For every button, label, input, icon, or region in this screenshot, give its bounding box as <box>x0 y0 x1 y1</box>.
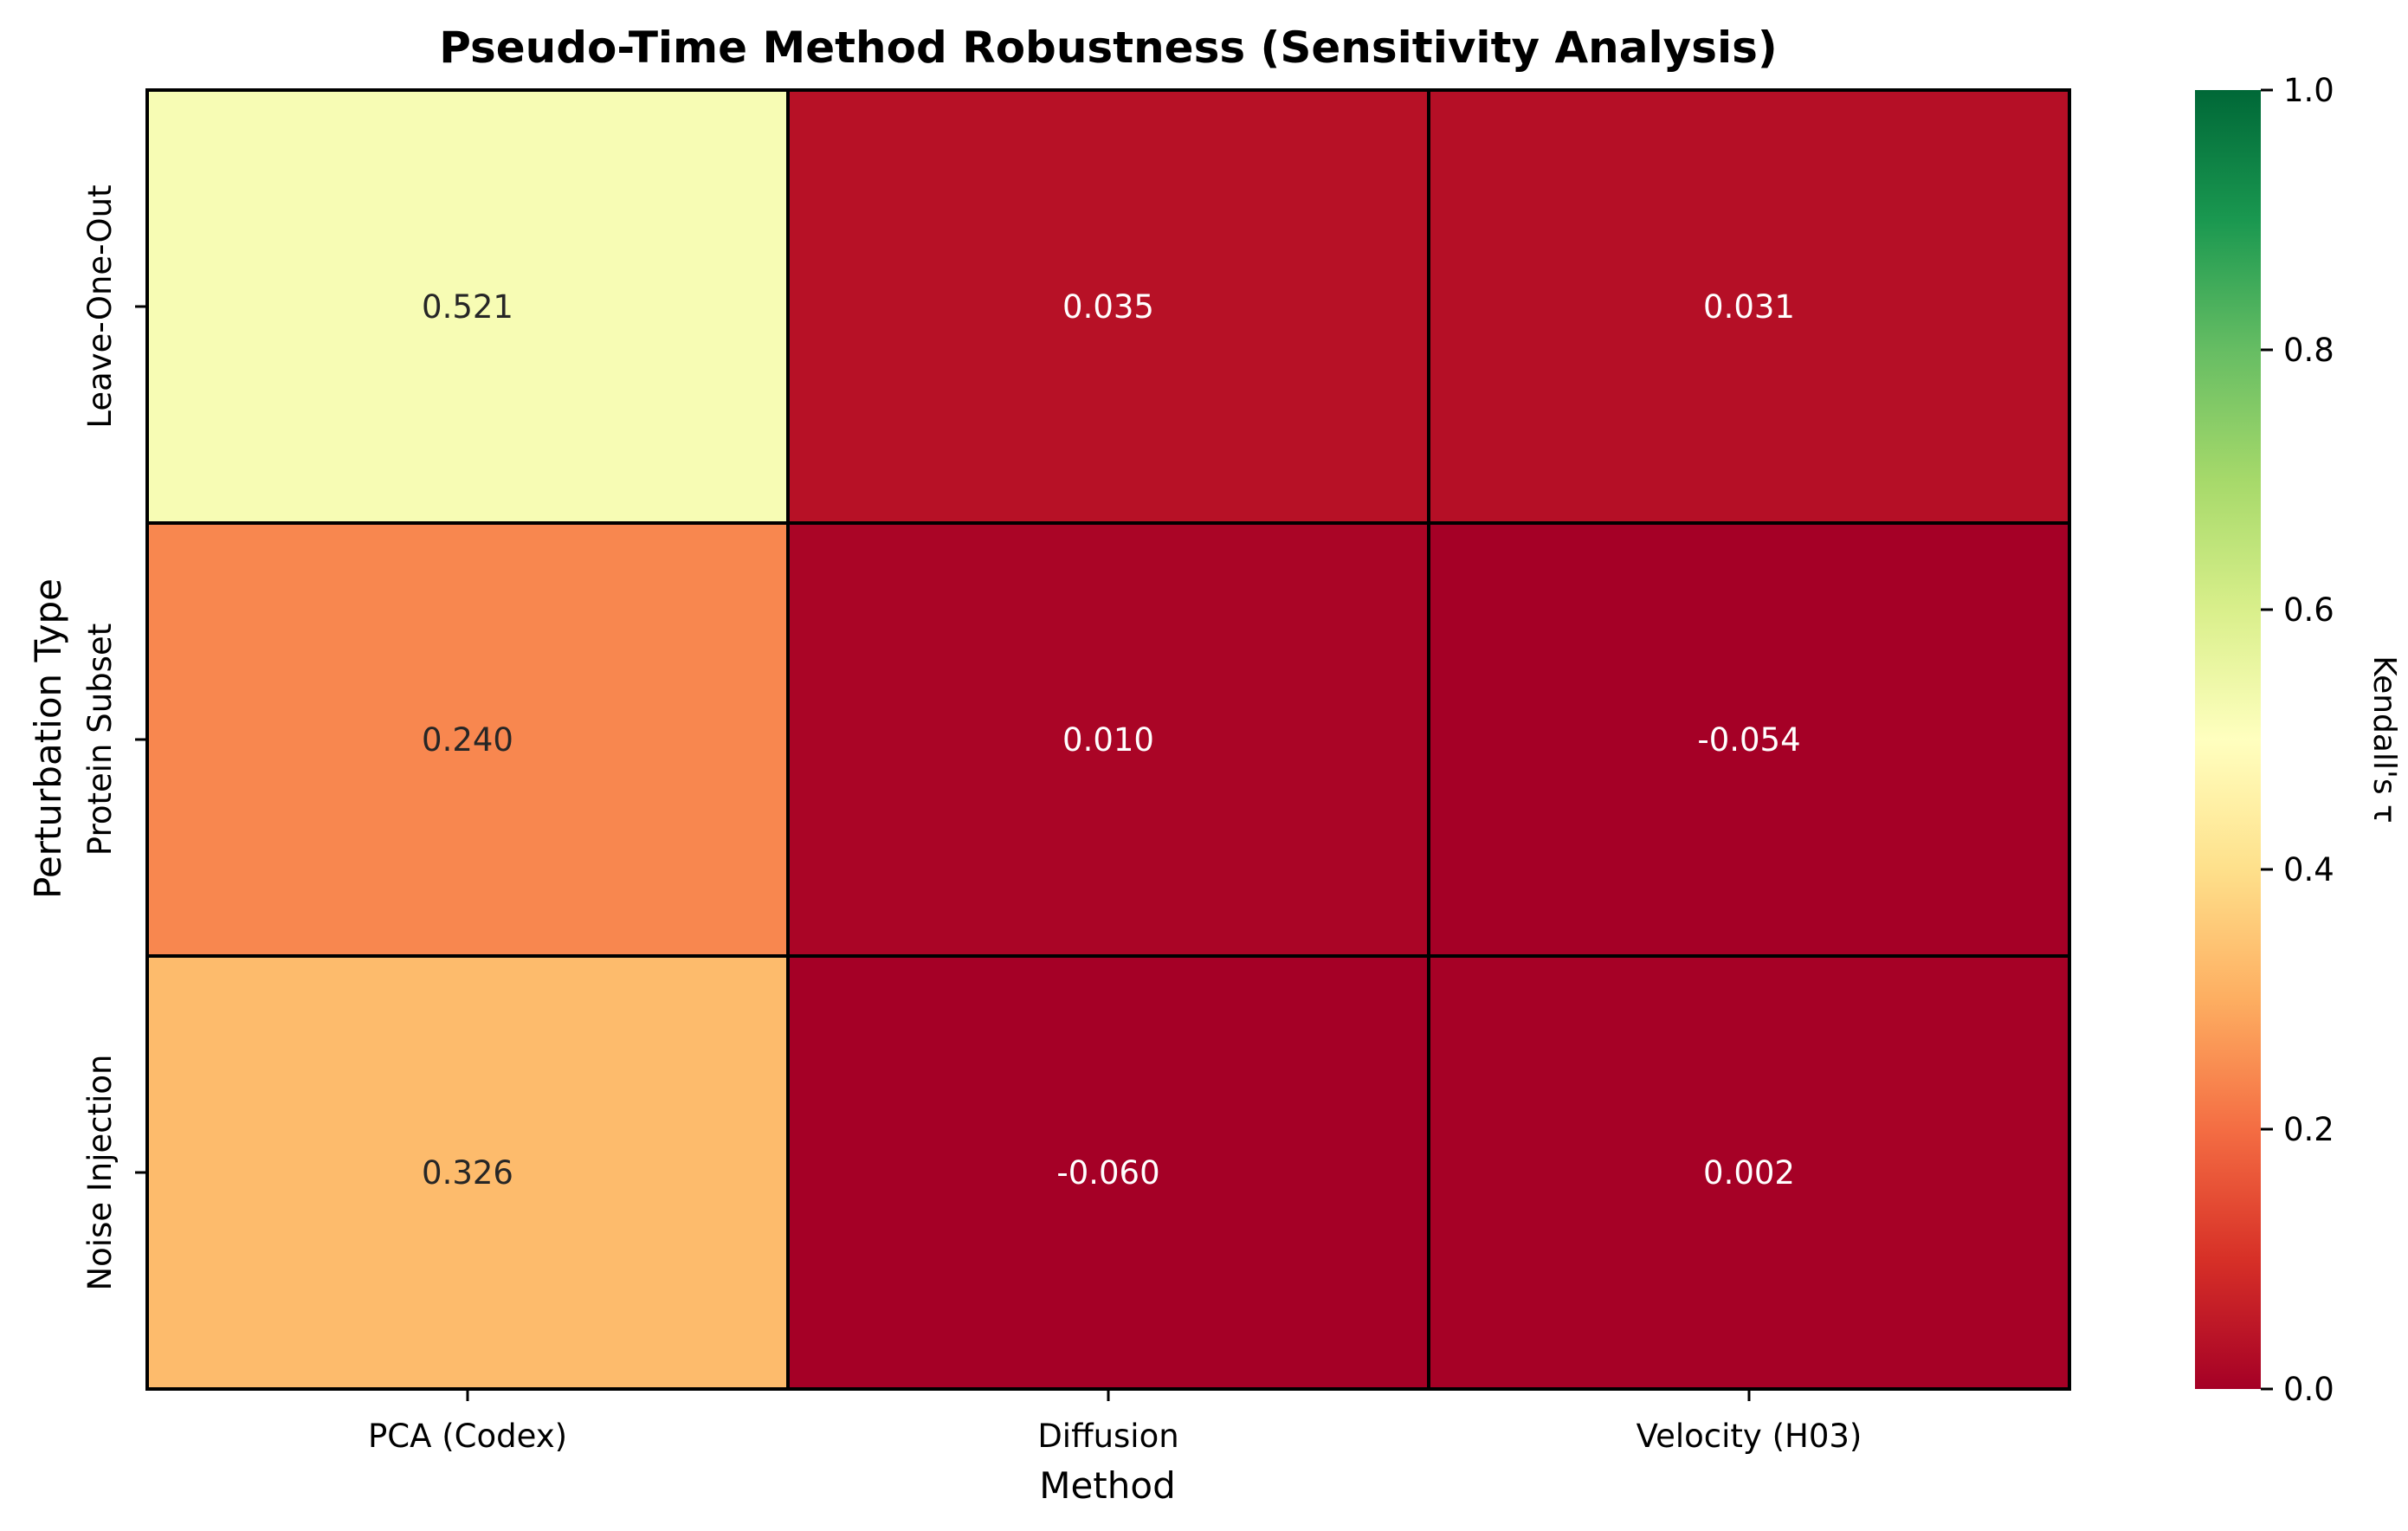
colorbar-label: Kendall's τ <box>2366 656 2402 823</box>
cell-value-label: -0.060 <box>1056 1154 1159 1192</box>
heatmap-cell <box>1427 521 2071 958</box>
cell-value-label: 0.521 <box>422 288 513 326</box>
heatmap-cell <box>786 521 1430 958</box>
cell-value-label: 0.240 <box>422 721 513 759</box>
y-tick-label: Leave-One-Out <box>81 184 119 428</box>
colorbar-tick-label: 0.0 <box>2283 1371 2334 1408</box>
y-tick-label: Noise Injection <box>81 1054 119 1290</box>
cell-value-label: -0.054 <box>1697 721 1800 759</box>
heatmap-cell <box>786 954 1430 1391</box>
heatmap-cell <box>786 88 1430 525</box>
colorbar-tick-label: 0.8 <box>2283 332 2334 369</box>
colorbar-tick-label: 0.6 <box>2283 591 2334 629</box>
cell-value-label: 0.326 <box>422 1154 513 1192</box>
heatmap-cell <box>145 521 790 958</box>
x-tick-label: Diffusion <box>1037 1418 1178 1455</box>
colorbar-tick-label: 0.2 <box>2283 1111 2334 1148</box>
colorbar-tick-label: 1.0 <box>2283 72 2334 109</box>
x-axis-label: Method <box>1039 1464 1176 1507</box>
y-tick-label: Protein Subset <box>81 623 119 856</box>
colorbar-ticks: 0.0 0.2 0.4 0.6 0.8 1.0 <box>2261 72 2334 1408</box>
colorbar: 0.0 0.2 0.4 0.6 0.8 1.0 Kendall's τ <box>2195 72 2402 1408</box>
heatmap-cells: 0.521 0.035 0.031 0.240 0.010 -0.054 0.326 -0.0… <box>145 88 2071 1391</box>
y-axis-ticks: Leave-One-Out Protein Subset Noise Injecti… <box>81 184 147 1291</box>
colorbar-tick-label: 0.4 <box>2283 851 2334 888</box>
heatmap-cell <box>1427 88 2071 525</box>
heatmap-cell <box>145 954 790 1391</box>
y-axis-label: Perturbation Type <box>27 578 69 899</box>
cell-value-label: 0.035 <box>1062 288 1154 326</box>
chart-title: Pseudo-Time Method Robustness (Sensitivi… <box>439 23 1778 73</box>
x-tick-label: PCA (Codex) <box>368 1418 567 1455</box>
cell-value-label: 0.031 <box>1703 288 1795 326</box>
cell-value-label: 0.002 <box>1703 1154 1795 1192</box>
x-tick-label: Velocity (H03) <box>1637 1418 1862 1455</box>
colorbar-gradient <box>2195 90 2261 1389</box>
cell-value-label: 0.010 <box>1062 721 1154 759</box>
x-axis-ticks: PCA (Codex) Diffusion Velocity (H03) <box>368 1389 1862 1455</box>
heatmap-cell <box>145 88 790 525</box>
